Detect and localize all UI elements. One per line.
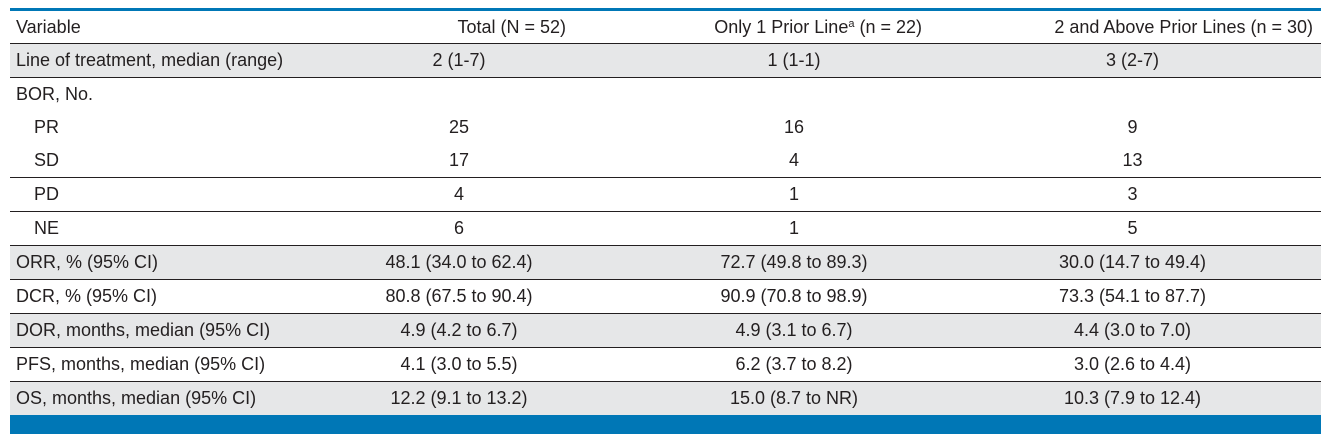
bottom-rule-bar	[10, 415, 1321, 434]
cell-total: 80.8 (67.5 to 90.4)	[385, 286, 533, 306]
cell-total	[328, 78, 648, 112]
cell-two-above	[972, 78, 1321, 112]
cell-two-above: 73.3 (54.1 to 87.7)	[1058, 286, 1207, 306]
cell-two-above: 13	[1122, 150, 1143, 170]
cell-total: 4	[453, 184, 464, 204]
cell-one-prior: 16	[783, 117, 805, 137]
cell-variable: ORR, % (95% CI)	[10, 245, 328, 280]
cell-total: 2 (1-7)	[328, 43, 648, 78]
cell-one-prior: 1	[788, 218, 799, 238]
table-row: PR 25 16 9	[10, 111, 1321, 144]
header-variable: Variable	[10, 11, 328, 44]
cell-two-above: 3	[1127, 184, 1138, 204]
cell-variable: DCR, % (95% CI)	[16, 286, 158, 306]
header-one-prior-line: Only 1 Prior Linea (n = 22)	[648, 11, 972, 44]
table-row: PD 4 1 3	[10, 178, 1321, 212]
cell-variable: PR	[34, 117, 60, 137]
table-row: Line of treatment, median (range) 2 (1-7…	[10, 43, 1321, 78]
table-row: SD 17 4 13	[10, 144, 1321, 178]
cell-one-prior	[648, 78, 972, 112]
results-table-container: Variable Total (N = 52) Only 1 Prior Lin…	[10, 8, 1321, 434]
results-table: Variable Total (N = 52) Only 1 Prior Lin…	[10, 11, 1321, 415]
cell-two-above: 3 (2-7)	[972, 43, 1321, 78]
cell-one-prior: 1 (1-1)	[648, 43, 972, 78]
cell-two-above: 5	[1127, 218, 1138, 238]
table-row: DOR, months, median (95% CI) 4.9 (4.2 to…	[10, 313, 1321, 348]
header-two-above-prior-lines: 2 and Above Prior Lines (n = 30)	[972, 11, 1321, 44]
table-row: OS, months, median (95% CI) 12.2 (9.1 to…	[10, 381, 1321, 415]
table-row: PFS, months, median (95% CI) 4.1 (3.0 to…	[10, 348, 1321, 382]
cell-variable: PD	[34, 184, 60, 204]
cell-one-prior: 72.7 (49.8 to 89.3)	[648, 245, 972, 280]
cell-variable: PFS, months, median (95% CI)	[16, 354, 266, 374]
cell-two-above: 4.4 (3.0 to 7.0)	[972, 313, 1321, 348]
table-row: ORR, % (95% CI) 48.1 (34.0 to 62.4) 72.7…	[10, 245, 1321, 280]
cell-one-prior: 4.9 (3.1 to 6.7)	[648, 313, 972, 348]
cell-total: 17	[448, 150, 470, 170]
cell-two-above: 9	[1127, 117, 1138, 137]
cell-total: 12.2 (9.1 to 13.2)	[328, 381, 648, 415]
cell-one-prior: 15.0 (8.7 to NR)	[648, 381, 972, 415]
cell-total: 6	[453, 218, 464, 238]
footnote-marker: a	[848, 17, 855, 30]
cell-variable: Line of treatment, median (range)	[10, 43, 328, 78]
cell-total: 25	[448, 117, 470, 137]
cell-variable: DOR, months, median (95% CI)	[10, 313, 328, 348]
cell-total: 48.1 (34.0 to 62.4)	[328, 245, 648, 280]
table-row: DCR, % (95% CI) 80.8 (67.5 to 90.4) 90.9…	[10, 280, 1321, 314]
header-one-prior-prefix: Only 1 Prior Line	[714, 16, 849, 37]
cell-one-prior: 1	[788, 184, 799, 204]
cell-one-prior: 4	[788, 150, 799, 170]
header-row: Variable Total (N = 52) Only 1 Prior Lin…	[10, 11, 1321, 44]
top-rule	[10, 8, 1321, 11]
table-row: BOR, No.	[10, 78, 1321, 112]
cell-variable: BOR, No.	[16, 84, 94, 104]
header-total: Total (N = 52)	[328, 11, 648, 44]
cell-one-prior: 90.9 (70.8 to 98.9)	[720, 286, 868, 306]
cell-total: 4.9 (4.2 to 6.7)	[328, 313, 648, 348]
cell-two-above: 3.0 (2.6 to 4.4)	[1073, 354, 1192, 374]
cell-two-above: 30.0 (14.7 to 49.4)	[972, 245, 1321, 280]
cell-one-prior: 6.2 (3.7 to 8.2)	[735, 354, 853, 374]
cell-total: 4.1 (3.0 to 5.5)	[400, 354, 518, 374]
table-row: NE 6 1 5	[10, 212, 1321, 246]
cell-two-above: 10.3 (7.9 to 12.4)	[972, 381, 1321, 415]
cell-variable: OS, months, median (95% CI)	[10, 381, 328, 415]
cell-variable: NE	[34, 218, 60, 238]
cell-variable: SD	[34, 150, 60, 170]
header-one-prior-suffix: (n = 22)	[854, 16, 922, 37]
